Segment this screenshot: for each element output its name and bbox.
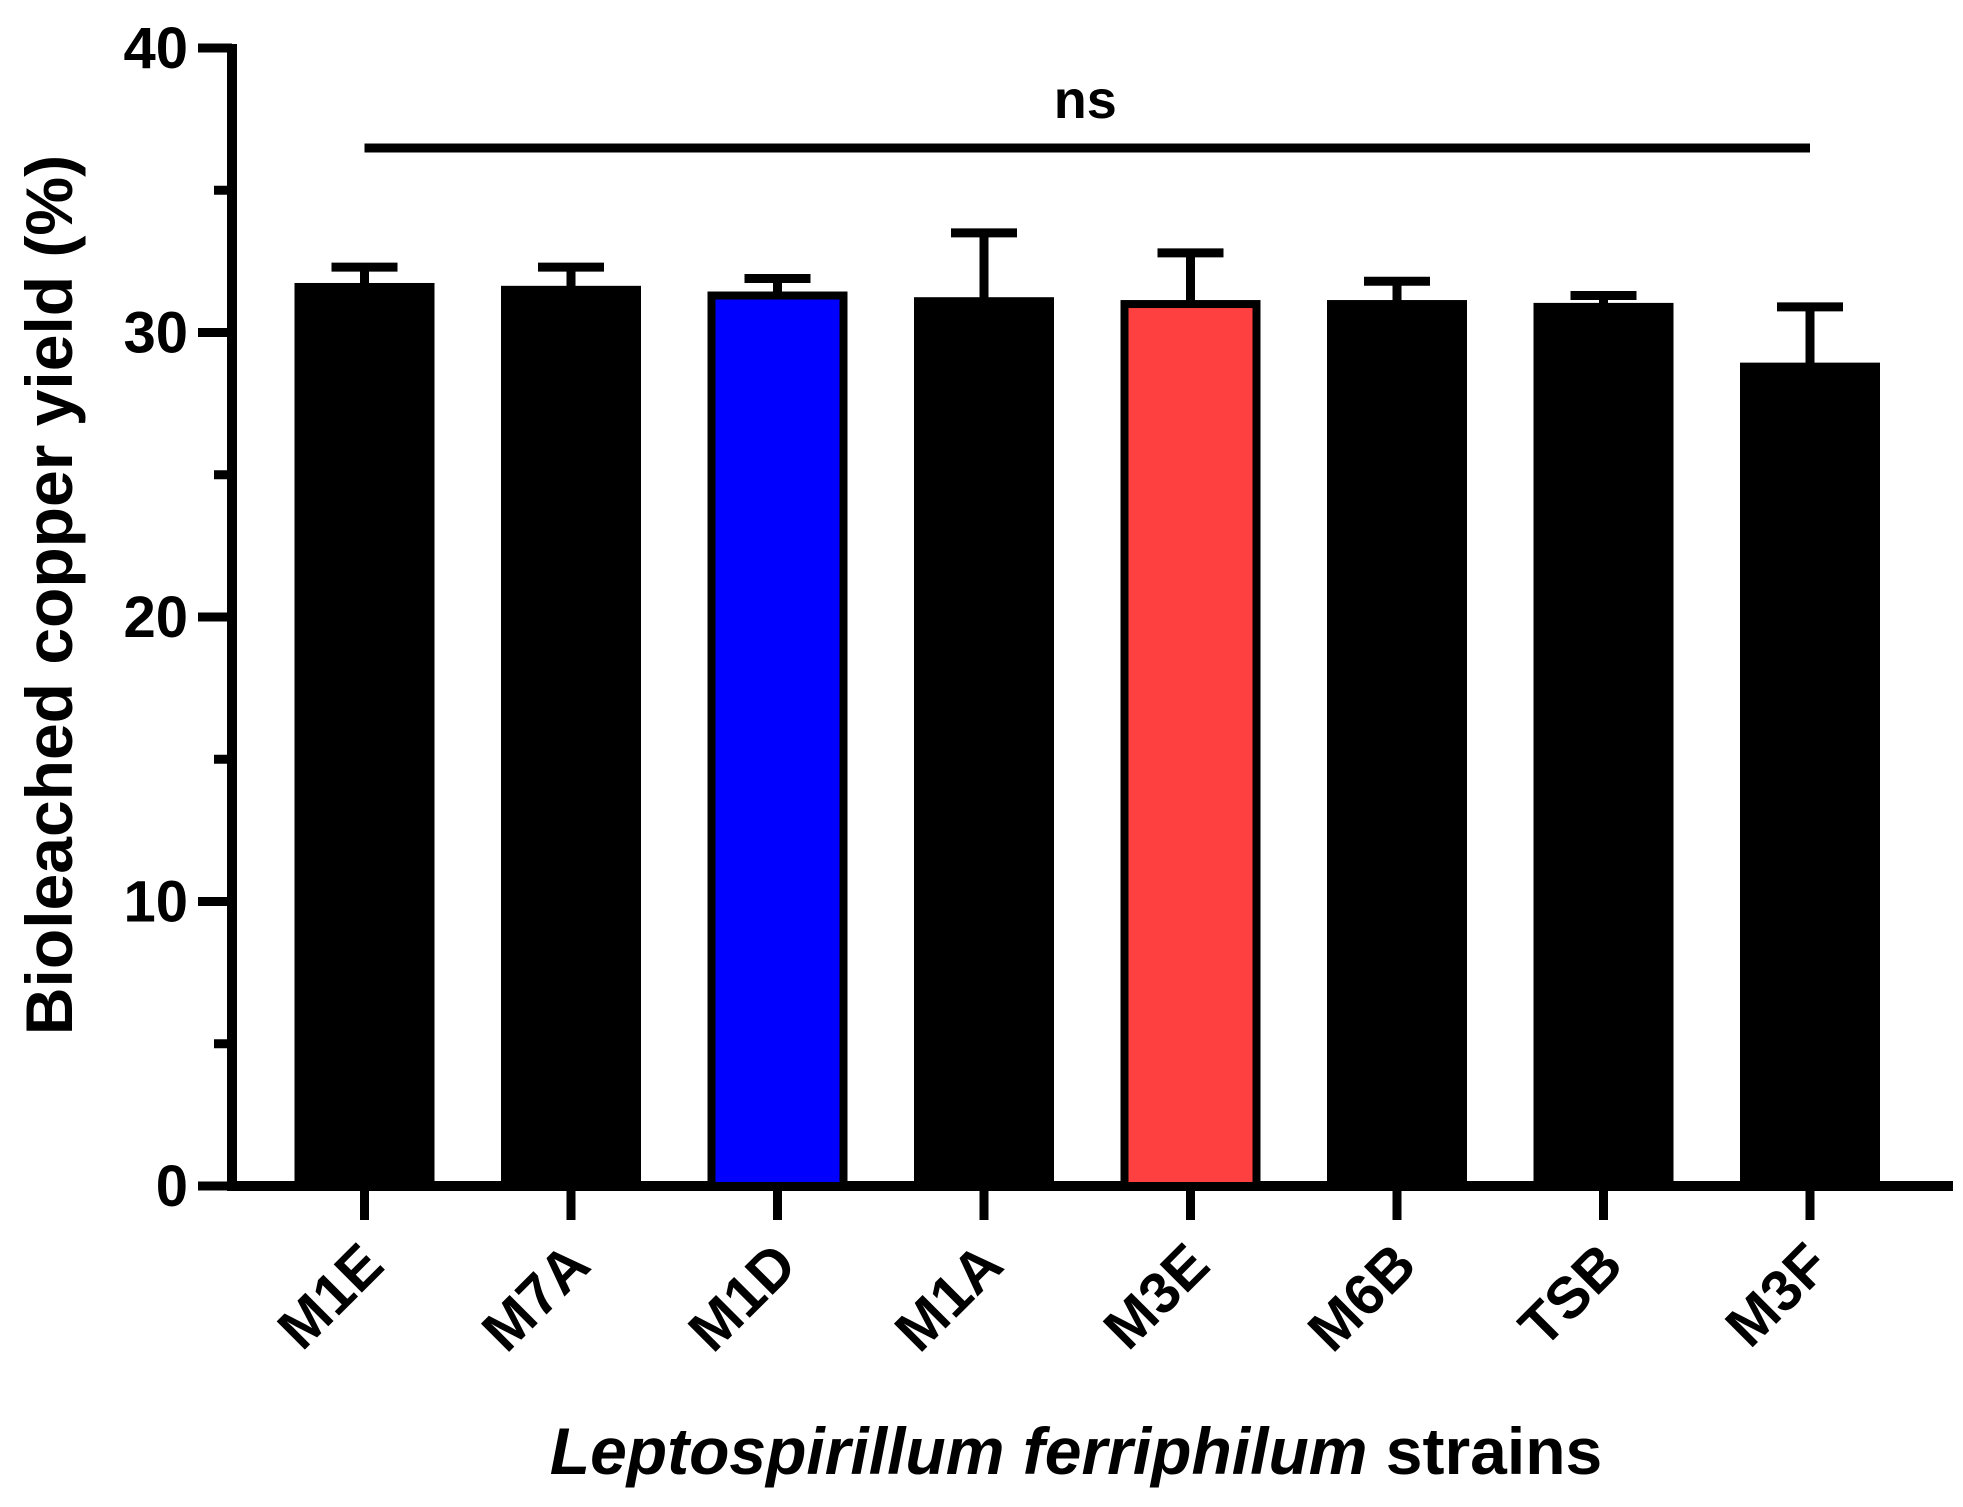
y-tick-label: 0 [156, 1154, 188, 1219]
x-ticks: M1E M7A M1D M1A M3E M6B TSB M3F [265, 1186, 1841, 1364]
y-tick-label: 30 [123, 301, 188, 366]
x-tick-label: M1E [265, 1231, 395, 1361]
x-tick-label: M1A [883, 1231, 1016, 1364]
x-tick-label: M6B [1296, 1231, 1429, 1364]
bar-tsb [1533, 302, 1674, 1190]
bar-m1a [914, 297, 1054, 1190]
bar-m6b [1327, 300, 1467, 1190]
x-tick-label: M3F [1713, 1231, 1841, 1359]
y-tick-label: 10 [123, 870, 188, 935]
x-tick-label: M3E [1091, 1231, 1221, 1361]
bar-m1d [707, 291, 848, 1190]
x-tick-label: TSB [1507, 1231, 1635, 1359]
x-axis-label: Leptospirillum ferriphilum strains [550, 1414, 1603, 1488]
significance-annotation: ns [364, 70, 1810, 153]
x-axis-label-plain: strains [1367, 1414, 1602, 1488]
error-bars [331, 228, 1843, 367]
x-axis-label-italic: Leptospirillum ferriphilum [550, 1414, 1368, 1488]
y-tick-label: 20 [123, 585, 188, 650]
x-tick-label: M7A [470, 1231, 603, 1364]
y-ticks: 0 10 20 30 40 [123, 16, 232, 1219]
bars [294, 282, 1880, 1191]
bar-m3f [1740, 362, 1880, 1190]
y-tick-label: 40 [123, 16, 188, 81]
bar-m3e [1120, 300, 1261, 1190]
x-tick-label: M1D [676, 1231, 809, 1364]
bar-m1e [294, 282, 435, 1191]
axes [227, 44, 1953, 1191]
bar-m7a [501, 285, 641, 1190]
y-axis-label: Bioleached copper yield (%) [12, 155, 86, 1035]
significance-label: ns [1054, 70, 1117, 130]
